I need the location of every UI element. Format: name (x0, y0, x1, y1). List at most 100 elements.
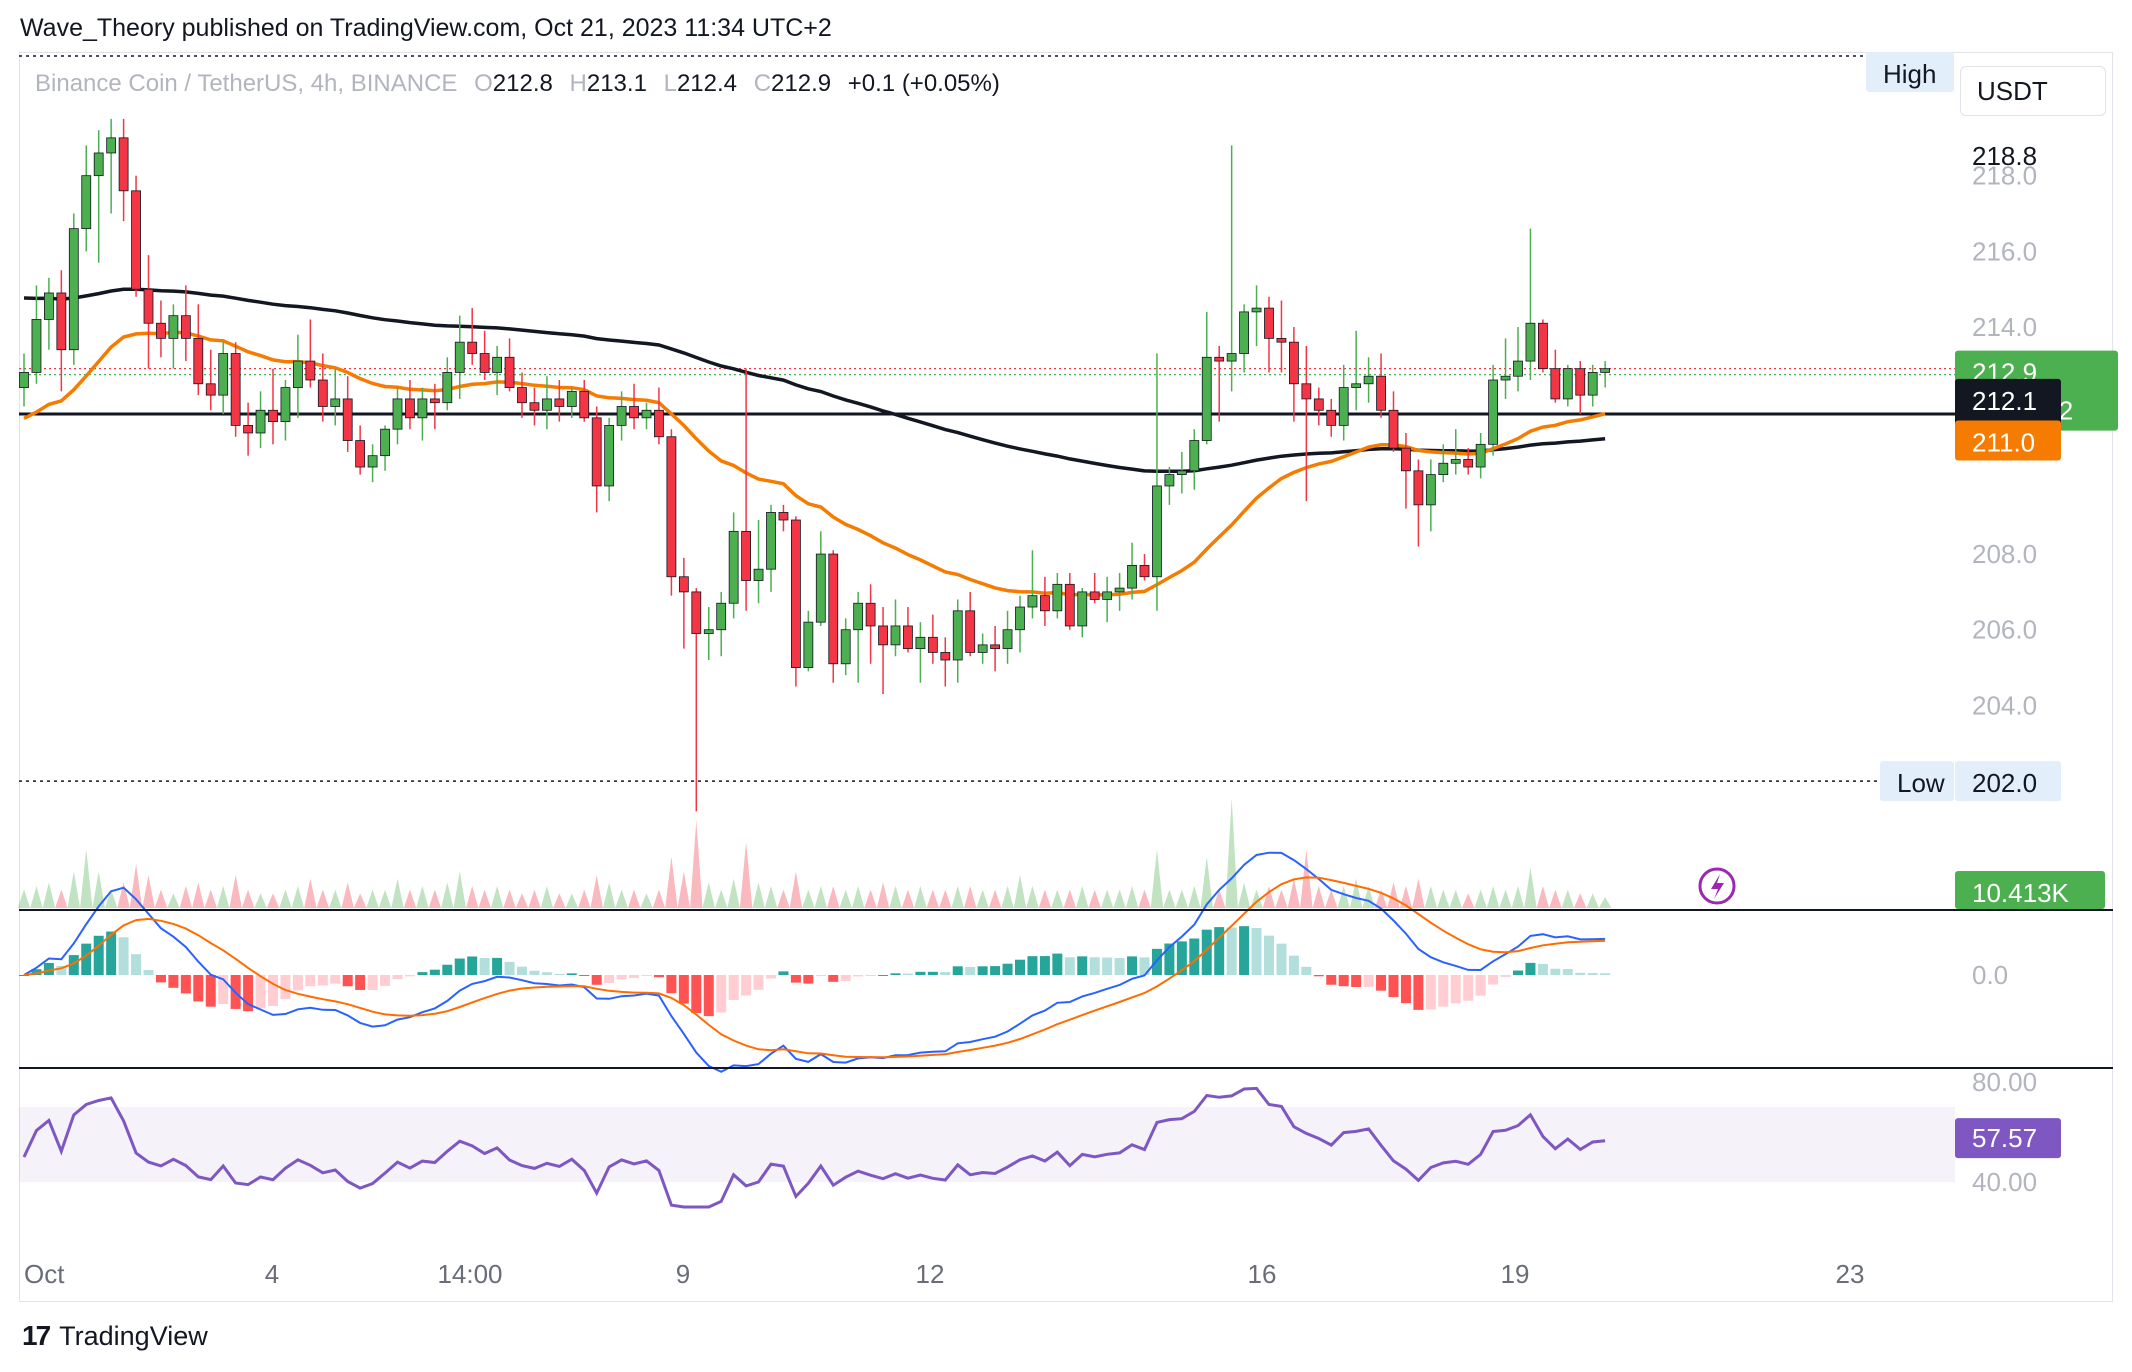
candle-body (255, 409, 266, 434)
candle (1587, 364, 1598, 407)
candle (1189, 429, 1200, 490)
candle-body (180, 315, 191, 339)
candle (890, 599, 901, 657)
macd-histogram-bar (952, 966, 963, 975)
macd-histogram-bar (205, 975, 216, 1007)
candle-body (1189, 440, 1200, 472)
macd-histogram-bar (93, 935, 104, 975)
candle (1201, 311, 1212, 445)
candle-body (317, 379, 328, 407)
candle (342, 376, 353, 452)
volume-tag: 10.413K (1955, 871, 2105, 909)
macd-histogram-bar (641, 975, 652, 976)
macd-histogram-bar (1463, 975, 1474, 1001)
candle-body (654, 409, 664, 438)
macd-histogram-bar (616, 975, 627, 980)
candle-body (143, 288, 154, 324)
macd-histogram-bar (68, 955, 79, 975)
candle-body (641, 409, 652, 419)
macd-histogram-bar (965, 966, 976, 975)
candle-body (1463, 459, 1474, 468)
candle (1562, 364, 1573, 407)
candle (878, 607, 888, 695)
candle-series (19, 118, 1611, 812)
low-key: L (663, 70, 677, 97)
candle (1226, 145, 1237, 392)
candle (81, 145, 92, 252)
candle-body (442, 372, 453, 404)
candle (977, 633, 988, 664)
candle-body (1027, 595, 1038, 608)
chart-frame[interactable] (19, 52, 2113, 1302)
macd-histogram-bar (915, 971, 926, 975)
candle (554, 380, 565, 422)
macd-histogram-bar (492, 957, 503, 975)
candle (629, 383, 639, 430)
macd-histogram-bar (1015, 959, 1025, 975)
candle-body (1077, 591, 1088, 627)
macd-histogram-bar (604, 975, 615, 984)
candle (1027, 550, 1038, 619)
candle (815, 531, 826, 626)
y-tick-label: 208.0 (1972, 539, 2037, 569)
price-axis: 218.0 216.0 214.0 208.0 206.0 204.0 (19, 161, 2113, 1069)
candle (118, 118, 129, 222)
candle-body (218, 353, 229, 396)
open-value: 212.8 (492, 70, 553, 97)
candle-body (629, 406, 639, 419)
open-key: O (474, 70, 493, 97)
currency-button[interactable]: USDT (1960, 66, 2106, 116)
candle-body (392, 398, 403, 430)
candle-body (579, 390, 590, 419)
candle-body (1002, 629, 1013, 650)
macd-histogram-bar (890, 973, 901, 975)
candle (255, 391, 266, 449)
candle (1152, 353, 1162, 611)
candle (940, 637, 951, 687)
candle (1525, 228, 1536, 380)
candle (654, 387, 664, 445)
candle (1139, 554, 1150, 581)
candle (1276, 300, 1287, 373)
candle (604, 417, 615, 502)
candle-body (840, 629, 851, 665)
high-value: 213.1 (586, 70, 647, 97)
candle-body (1587, 372, 1598, 396)
rsi-line (22, 1086, 1606, 1209)
candle (1600, 361, 1611, 388)
macd-histogram-bar (1114, 957, 1125, 975)
tradingview-logo[interactable]: 17 TradingView (22, 1320, 208, 1352)
candle-body (1127, 565, 1137, 589)
macd-histogram-bar (1450, 975, 1461, 1004)
candle (193, 304, 204, 396)
candle-body (678, 576, 689, 593)
candle-body (853, 602, 864, 631)
candle-body (878, 625, 888, 646)
macd-histogram-bar (865, 975, 876, 976)
candle-body (1214, 356, 1225, 362)
candle-body (741, 530, 751, 581)
macd-histogram-bar (1214, 927, 1225, 975)
candle (1463, 448, 1474, 475)
macd-line (23, 851, 1606, 1073)
candle (915, 622, 926, 683)
candle-body (1276, 337, 1287, 343)
candle (529, 387, 540, 426)
lightning-icon-bolt (1711, 874, 1724, 899)
macd-histogram-bar (143, 970, 154, 975)
candle (1438, 444, 1449, 483)
macd-histogram-bar (1226, 927, 1237, 975)
candle-body (1102, 591, 1113, 600)
candle (31, 285, 42, 384)
candle-body (1525, 322, 1536, 362)
candle-body (280, 387, 291, 423)
candle (703, 607, 714, 660)
symbol-legend[interactable]: Binance Coin / TetherUS, 4h, BINANCE O21… (35, 70, 1000, 98)
symbol-name: Binance Coin / TetherUS, 4h, BINANCE (35, 70, 458, 97)
candle (1127, 542, 1137, 600)
candle-body (1401, 447, 1411, 472)
candle-body (1089, 591, 1100, 600)
macd-histogram-bar (554, 973, 565, 975)
macd-histogram-bar (292, 975, 303, 991)
